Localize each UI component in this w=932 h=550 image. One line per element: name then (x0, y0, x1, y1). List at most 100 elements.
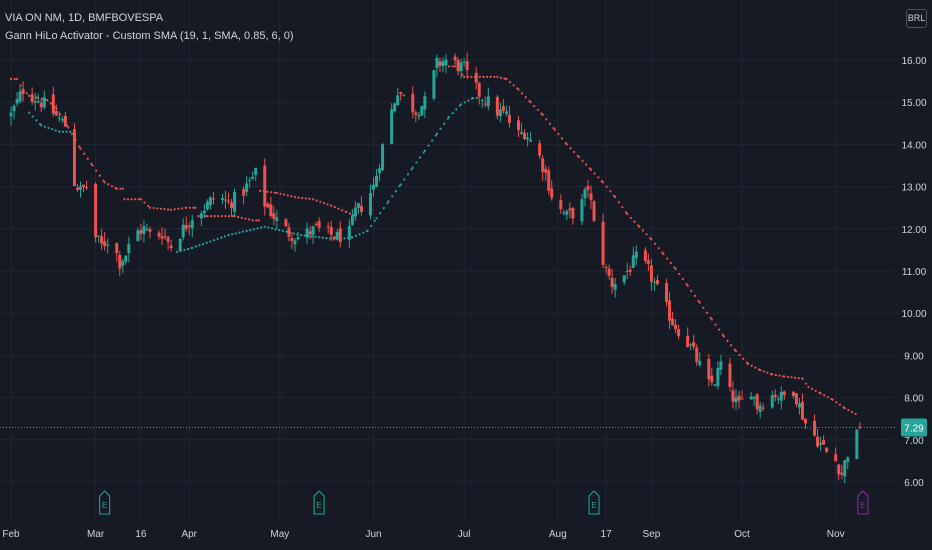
hilo-dot-bear (814, 389, 817, 392)
hilo-dot-bull (446, 117, 449, 120)
currency-button[interactable]: BRL (906, 9, 927, 28)
hilo-dot-bear (95, 169, 98, 172)
hilo-dot-bear (771, 373, 774, 376)
hilo-dot-bull (241, 230, 245, 233)
earnings-icon-letter: E (102, 501, 107, 510)
candle-body (63, 115, 67, 127)
hilo-dot-bull (223, 235, 226, 238)
candle-body (199, 213, 203, 219)
candle-body (118, 255, 122, 269)
candle-body (613, 284, 617, 290)
candle-body (583, 189, 587, 199)
candle-body (127, 244, 131, 253)
hilo-dot-bear (293, 196, 297, 199)
hilo-dot-bear (738, 353, 741, 357)
hilo-dot-bear (629, 216, 632, 219)
hilo-dot-bear (90, 162, 93, 165)
hilo-dot-bear (726, 339, 729, 342)
candle-body (758, 405, 762, 412)
candle-body (100, 236, 104, 244)
candle-body (82, 184, 86, 188)
candle-body (752, 396, 756, 399)
hilo-dot-bear (811, 387, 814, 391)
hilo-dot-bear (564, 141, 567, 145)
hilo-dot-bull (318, 236, 321, 239)
hilo-dot-bear (662, 253, 665, 256)
candle-body (728, 363, 732, 387)
candle-body (734, 397, 738, 403)
candle-body (78, 186, 82, 190)
hilo-dot-bear (503, 77, 506, 80)
hilo-dot-bear (645, 233, 648, 236)
candle-body (169, 245, 173, 248)
hilo-dot-bear (661, 251, 664, 254)
hilo-dot-bear (838, 403, 842, 406)
hilo-dot-bear (702, 306, 705, 309)
hilo-dot-bull (362, 231, 365, 234)
hilo-dot-bear (453, 65, 457, 68)
y-tick-label: 9.00 (904, 351, 924, 362)
candle-body (57, 117, 61, 119)
hilo-dot-bear (337, 207, 340, 210)
x-tick-label: 16 (135, 529, 147, 540)
candle-body (305, 228, 309, 238)
hilo-dot-bull (379, 212, 382, 215)
hilo-dot-bear (345, 210, 348, 214)
candle-body (372, 184, 376, 190)
hilo-dot-bear (529, 101, 532, 104)
candle-body (441, 61, 445, 67)
hilo-dot-bear (560, 137, 564, 140)
hilo-dot-bear (478, 75, 481, 78)
candle-body (710, 375, 714, 383)
hilo-dot-bear (270, 191, 273, 194)
candle-body (136, 230, 140, 242)
hilo-dot-bull (205, 241, 208, 244)
hilo-dot-bull (427, 144, 430, 147)
candle-body (233, 192, 237, 212)
candle-body (791, 391, 795, 397)
time-axis[interactable]: Feb Mar 16 Apr May Jun Jul Aug 17 Sep Oct Nov (2, 529, 844, 540)
hilo-dot-bear (244, 217, 247, 220)
candle-body (181, 224, 185, 238)
hilo-dot-bull (375, 217, 378, 220)
candle-body (438, 61, 442, 66)
hilo-dot-bear (508, 81, 512, 84)
hilo-dot-bull (358, 233, 361, 236)
hilo-dot-bull (418, 156, 422, 159)
candle-body (477, 82, 481, 97)
gann-hilo-line (9, 65, 857, 415)
hilo-dot-bear (746, 362, 750, 365)
x-tick-label: Sep (643, 529, 661, 540)
candle-body (453, 56, 457, 61)
candle-body (568, 208, 572, 211)
hilo-dot-bear (698, 301, 701, 304)
hilo-dot-bear (835, 401, 838, 404)
candle-body (223, 199, 227, 201)
candle-body (187, 225, 191, 227)
indicator-title[interactable]: Gann HiLo Activator - Custom SMA (19, 1,… (5, 30, 294, 42)
hilo-dot-bull (410, 168, 413, 171)
hilo-dot-bear (348, 212, 352, 215)
candle-body (655, 280, 659, 285)
hilo-dot-bear (159, 207, 162, 210)
hilo-dot-bear (185, 206, 188, 209)
candle-body (396, 95, 400, 106)
hilo-dot-bull (245, 229, 248, 233)
hilo-dot-bear (137, 198, 140, 201)
price-axis[interactable]: 6.00 7.00 8.00 9.00 10.00 11.00 12.00 13.00 14.0… (901, 56, 927, 489)
hilo-dot-bear (220, 215, 223, 218)
hilo-dot-bear (614, 196, 617, 199)
hilo-dot-bear (807, 385, 810, 389)
earnings-icon-letter: E (316, 501, 321, 510)
symbol-title[interactable]: VIA ON NM, 1D, BMFBOVESPA (5, 12, 164, 24)
hilo-dot-bull (227, 234, 230, 237)
candle-body (550, 188, 554, 198)
candle-body (338, 228, 342, 243)
candle-body (356, 203, 360, 208)
hilo-dot-bear (569, 147, 572, 150)
hilo-dot-bear (224, 215, 227, 218)
candle-body (284, 219, 288, 227)
candle-body (547, 170, 551, 191)
hilo-dot-bull (260, 226, 263, 229)
